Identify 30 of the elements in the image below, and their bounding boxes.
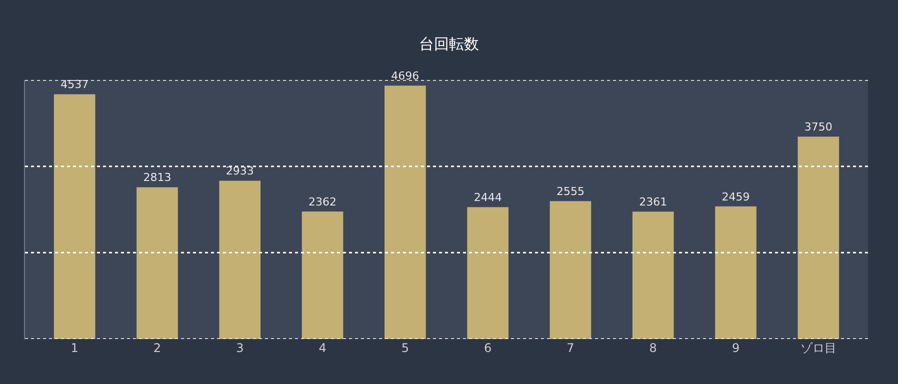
- data-label: 2444: [474, 191, 502, 204]
- bar: [302, 212, 344, 339]
- x-tick-label: 1: [70, 341, 78, 355]
- data-label: 3750: [804, 120, 832, 134]
- x-tick-label: 6: [484, 341, 492, 355]
- bar: [632, 212, 674, 339]
- x-tick-label: 5: [401, 341, 409, 355]
- x-tick-label: 4: [318, 341, 326, 355]
- data-label: 4537: [60, 78, 89, 92]
- x-tick-label: 3: [236, 341, 244, 355]
- bar: [384, 86, 426, 339]
- x-tick-label: 8: [649, 341, 657, 355]
- data-label: 2555: [556, 185, 584, 198]
- x-tick-label: 2: [153, 341, 162, 355]
- bar: [54, 94, 96, 339]
- data-label: 2459: [722, 190, 750, 204]
- chart-title: 台回転数: [419, 34, 479, 53]
- bar: [136, 187, 178, 339]
- bar: [467, 207, 508, 339]
- bar: [219, 180, 261, 339]
- x-tick-label: 7: [566, 341, 574, 355]
- bar: [550, 201, 592, 339]
- x-tick-label: 9: [732, 341, 740, 355]
- x-tick-label: ゾロ目: [800, 341, 836, 355]
- data-label: 4696: [391, 70, 420, 83]
- bar: [715, 206, 756, 339]
- data-label: 2362: [308, 196, 337, 209]
- data-label: 2813: [143, 171, 172, 184]
- data-label: 2361: [639, 196, 668, 209]
- bar: [798, 136, 840, 339]
